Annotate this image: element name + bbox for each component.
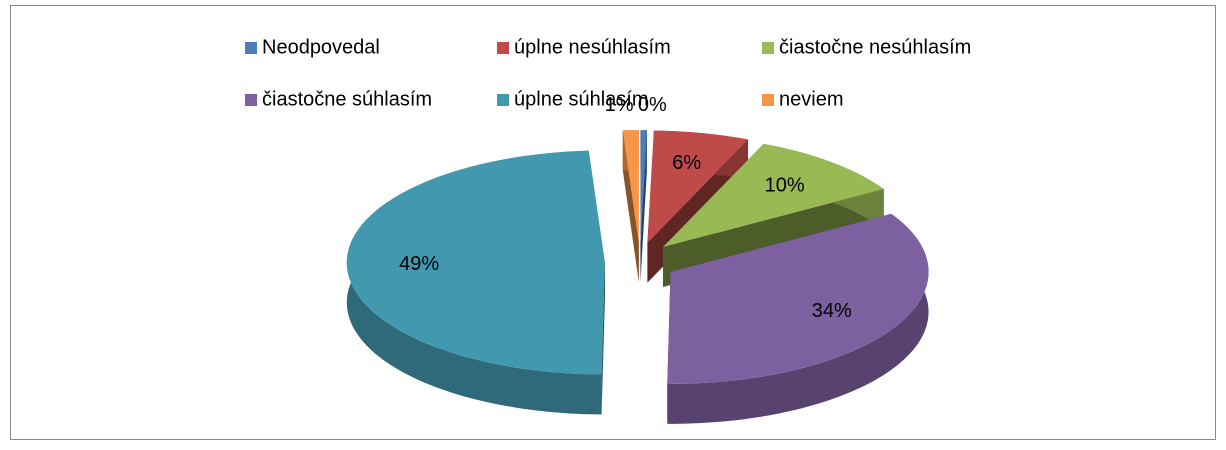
legend-swatch [497, 42, 509, 54]
legend-swatch [245, 42, 257, 54]
legend-label: čiastočne súhlasím [262, 88, 432, 110]
legend-swatch [245, 94, 257, 106]
legend-label: neviem [779, 88, 843, 110]
pie-slice [622, 130, 639, 243]
chart-frame [10, 5, 1216, 440]
pie-slice [647, 130, 749, 243]
pie-slice [346, 150, 605, 375]
legend-label: úplne súhlasím [514, 88, 649, 110]
data-label: 10% [765, 174, 805, 196]
legend-label: úplne nesúhlasím [514, 36, 671, 58]
slice-radial-wall [601, 262, 605, 415]
pie-slice [663, 143, 884, 248]
data-label: 49% [399, 253, 439, 275]
data-label: 1% [605, 94, 634, 116]
data-label: 34% [812, 300, 852, 322]
pie-slice [667, 213, 929, 384]
legend-label: Neodpovedal [262, 36, 380, 58]
legend-swatch [497, 94, 509, 106]
legend-swatch [762, 42, 774, 54]
legend-swatch [762, 94, 774, 106]
pie-slice [640, 130, 647, 243]
slice-outer-wall [667, 213, 929, 424]
legend-label: čiastočne nesúhlasím [779, 36, 971, 58]
data-label: 6% [672, 152, 701, 174]
data-label: 0% [638, 94, 667, 116]
